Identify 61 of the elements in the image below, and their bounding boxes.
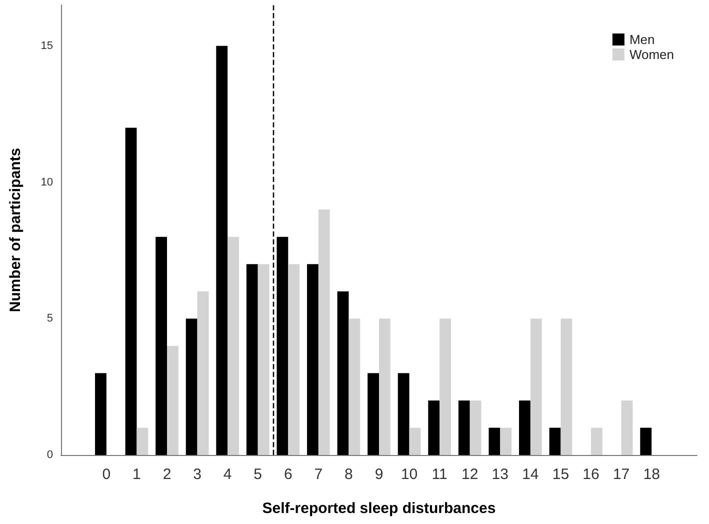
bar (560, 318, 572, 455)
bar (409, 428, 421, 455)
bar (318, 210, 330, 455)
bar (458, 400, 470, 455)
legend-label: Women (629, 47, 674, 62)
bar (348, 318, 360, 455)
x-tick-label: 3 (193, 466, 202, 483)
bar (621, 400, 633, 455)
x-tick-label: 12 (462, 466, 478, 483)
bar (186, 318, 198, 455)
bar (288, 264, 300, 455)
x-tick-label: 16 (582, 466, 600, 483)
x-axis-title: Self-reported sleep disturbances (262, 500, 496, 517)
bar (440, 318, 451, 455)
bar (500, 428, 512, 455)
bar (519, 400, 530, 455)
bar (125, 128, 137, 455)
bar (640, 428, 652, 455)
y-tick-label: 15 (40, 40, 53, 52)
x-tick-label: 18 (643, 466, 660, 483)
y-tick-label: 5 (46, 312, 53, 325)
x-tick-label: 5 (254, 466, 262, 483)
bar (216, 46, 228, 455)
bar (276, 236, 288, 455)
bar (156, 236, 167, 455)
bar (167, 346, 178, 455)
x-tick-label: 7 (314, 466, 323, 483)
x-tick-label: 2 (162, 466, 172, 483)
bar (307, 264, 318, 455)
bar (95, 373, 106, 455)
bar (368, 373, 379, 455)
x-tick-label: 4 (223, 466, 232, 483)
bar (488, 428, 500, 455)
x-tick-label: 10 (400, 466, 418, 483)
x-tick-label: 11 (432, 466, 448, 483)
y-tick-label: 0 (46, 449, 53, 461)
bar (428, 400, 440, 455)
x-tick-label: 1 (132, 466, 141, 483)
legend-label: Men (629, 32, 655, 47)
bar (398, 373, 410, 455)
x-tick-label: 6 (284, 466, 292, 483)
x-tick-label: 9 (374, 466, 384, 483)
y-axis-title: Number of participants (7, 148, 24, 312)
y-tick-label: 10 (40, 176, 53, 188)
x-tick-label: 15 (552, 466, 570, 483)
bar (591, 428, 602, 455)
bar (549, 428, 561, 455)
bar (228, 236, 239, 455)
bar (197, 291, 209, 455)
bar (246, 264, 258, 455)
bar (379, 318, 390, 455)
x-tick-label: 14 (522, 466, 539, 483)
x-tick-label: 17 (612, 466, 630, 483)
bar (470, 400, 482, 455)
x-tick-label: 13 (492, 466, 508, 483)
x-tick-label: 0 (102, 466, 111, 483)
bar (258, 264, 270, 455)
x-tick-label: 8 (344, 466, 353, 483)
bar (136, 428, 148, 455)
bar (337, 291, 349, 455)
bar (530, 318, 542, 455)
